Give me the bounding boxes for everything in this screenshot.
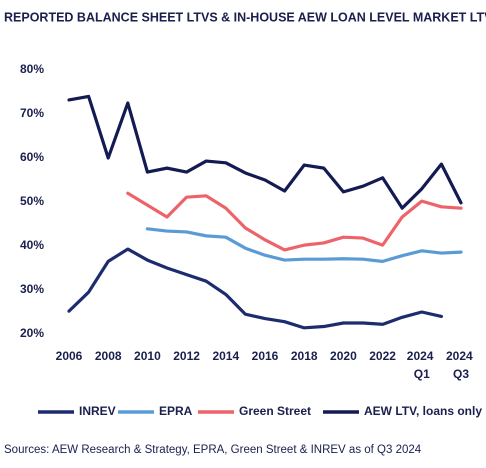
series-line xyxy=(145,227,463,263)
series-line xyxy=(67,247,443,330)
x-tick-label: 2006 xyxy=(56,349,83,363)
x-tick-label: 2024 Q3 xyxy=(446,349,476,381)
chart-title: REPORTED BALANCE SHEET LTVS & IN-HOUSE A… xyxy=(4,10,486,24)
x-tick-label: 2014 xyxy=(212,349,239,363)
x-tick-label: 2024 Q1 xyxy=(407,349,437,381)
y-tick-label: 40% xyxy=(20,238,44,252)
x-tick-label: 2018 xyxy=(291,349,318,363)
y-tick-label: 80% xyxy=(20,62,44,76)
x-tick-label: 2022 xyxy=(369,349,396,363)
source-note: Sources: AEW Research & Strategy, EPRA, … xyxy=(4,444,422,456)
legend-label: AEW LTV, loans only xyxy=(364,404,482,418)
legend-label: INREV xyxy=(79,404,116,418)
legend-label: Green Street xyxy=(239,404,311,418)
legend-label: EPRA xyxy=(159,404,193,418)
y-tick-label: 70% xyxy=(20,106,44,120)
y-tick-label: 20% xyxy=(20,326,44,340)
series-line xyxy=(126,191,463,252)
y-tick-label: 50% xyxy=(20,194,44,208)
x-tick-label: 2012 xyxy=(173,349,200,363)
x-tick-label: 2020 xyxy=(330,349,357,363)
x-tick-label: 2008 xyxy=(95,349,122,363)
series-line xyxy=(67,94,463,210)
x-tick-label: 2010 xyxy=(134,349,161,363)
x-tick-label: 2016 xyxy=(252,349,279,363)
y-tick-label: 60% xyxy=(20,150,44,164)
y-tick-label: 30% xyxy=(20,282,44,296)
